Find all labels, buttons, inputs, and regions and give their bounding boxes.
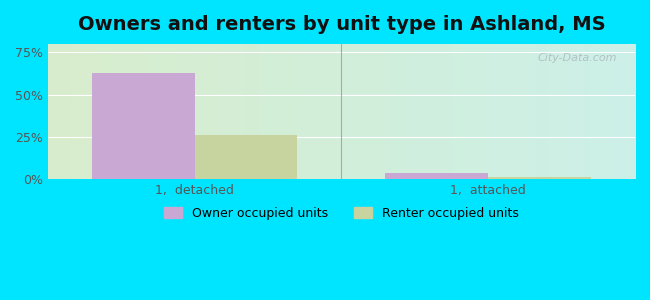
Bar — [385, 173, 488, 179]
Text: City-Data.com: City-Data.com — [538, 53, 617, 63]
Title: Owners and renters by unit type in Ashland, MS: Owners and renters by unit type in Ashla… — [77, 15, 605, 34]
Bar — [92, 73, 194, 179]
Bar — [488, 177, 591, 179]
Legend: Owner occupied units, Renter occupied units: Owner occupied units, Renter occupied un… — [159, 202, 524, 225]
Bar — [194, 135, 298, 179]
